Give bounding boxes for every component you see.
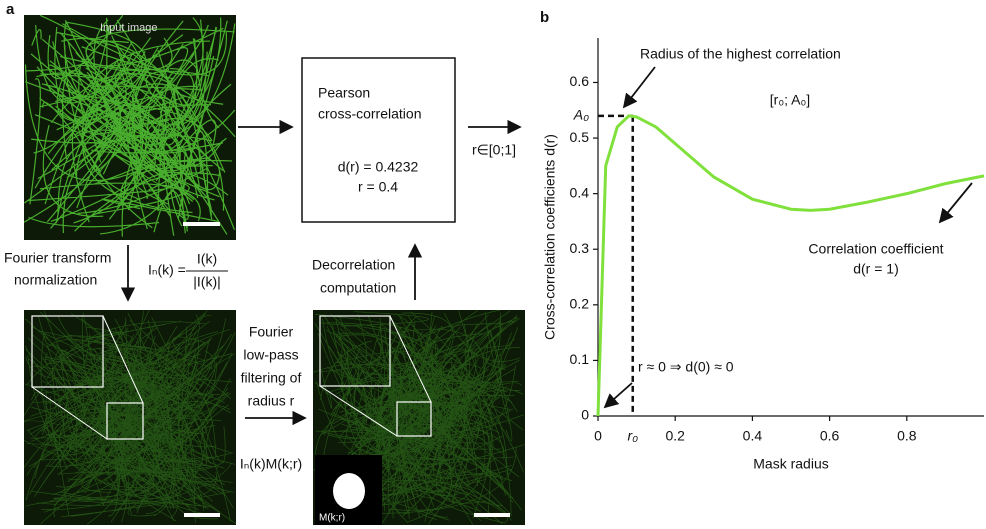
- y-tick-label: 0: [581, 407, 589, 423]
- decorrelation-text: computation: [320, 280, 396, 296]
- box-value: d(r) = 0.4232: [338, 159, 419, 175]
- annotation-arrow: [605, 383, 632, 407]
- annotation: Correlation coefficient: [808, 241, 943, 257]
- decorrelation-text: Decorrelation: [312, 257, 395, 273]
- x-tick-label: 0.2: [665, 428, 685, 444]
- annotation: Radius of the highest correlation: [640, 46, 841, 62]
- fourier-text: normalization: [14, 272, 97, 288]
- box-text: cross-correlation: [318, 106, 421, 122]
- input-label: Input image: [100, 22, 157, 34]
- y-axis-label: Cross-correlation coefficients d(r): [542, 134, 558, 340]
- x-axis-label: Mask radius: [753, 456, 828, 472]
- mask: [333, 473, 365, 509]
- annotation-arrow: [624, 67, 655, 107]
- x-tick-label: 0: [594, 428, 602, 444]
- filter-text: filtering of: [241, 370, 302, 386]
- figure: a M(k;r) Input image Pearson cross-corre…: [0, 0, 986, 529]
- y-tick-label: 0.3: [570, 240, 590, 256]
- panel-label: a: [6, 1, 15, 18]
- annotation-arrow: [940, 183, 972, 222]
- formula: |I(k)|: [193, 274, 221, 290]
- range-text: r∈[0;1]: [472, 142, 516, 158]
- y-tick-label: 0.6: [570, 73, 590, 89]
- y-tick-label: 0.4: [570, 184, 590, 200]
- formula: Iₙ(k) =: [148, 262, 186, 278]
- box-text: Pearson: [318, 85, 370, 101]
- filter-formula: Iₙ(k)M(k;r): [240, 456, 302, 472]
- y-tick-label: 0.2: [570, 296, 590, 312]
- fourier-text: Fourier transform: [4, 250, 111, 266]
- filter-text: low-pass: [243, 347, 298, 363]
- x-tick-label: 0.6: [820, 428, 840, 444]
- annotation: r ≈ 0 ⇒ d(0) ≈ 0: [638, 359, 734, 375]
- filter-text: Fourier: [249, 324, 294, 340]
- peak-y-label: A₀: [573, 107, 589, 123]
- box-value: r = 0.4: [358, 179, 398, 195]
- box: [302, 58, 455, 222]
- panel-label: b: [540, 9, 549, 26]
- formula: I(k): [197, 251, 217, 267]
- mask-label: M(k;r): [319, 513, 345, 524]
- filter-text: radius r: [248, 393, 295, 409]
- annotation: d(r = 1): [853, 261, 899, 277]
- x-tick-label: 0.4: [743, 428, 763, 444]
- annotation: [r₀; A₀]: [770, 92, 810, 108]
- y-tick-label: 0.5: [570, 129, 590, 145]
- peak-x-label: r₀: [627, 428, 638, 444]
- x-tick-label: 0.8: [897, 428, 917, 444]
- y-tick-label: 0.1: [570, 351, 590, 367]
